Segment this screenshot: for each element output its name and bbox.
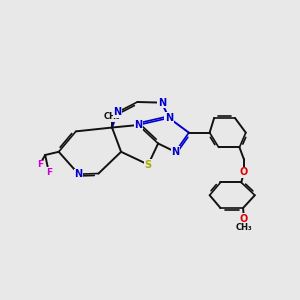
Text: N: N — [75, 169, 83, 179]
Text: N: N — [158, 98, 166, 108]
Text: N: N — [171, 147, 179, 157]
Text: N: N — [113, 107, 122, 117]
Text: F: F — [37, 160, 43, 169]
Text: S: S — [145, 160, 152, 170]
Text: CH₃: CH₃ — [104, 112, 120, 121]
Text: CH₃: CH₃ — [236, 223, 252, 232]
Text: F: F — [46, 168, 52, 177]
Text: N: N — [134, 120, 142, 130]
Text: O: O — [240, 214, 248, 224]
Text: O: O — [240, 167, 248, 177]
Text: N: N — [165, 113, 173, 123]
